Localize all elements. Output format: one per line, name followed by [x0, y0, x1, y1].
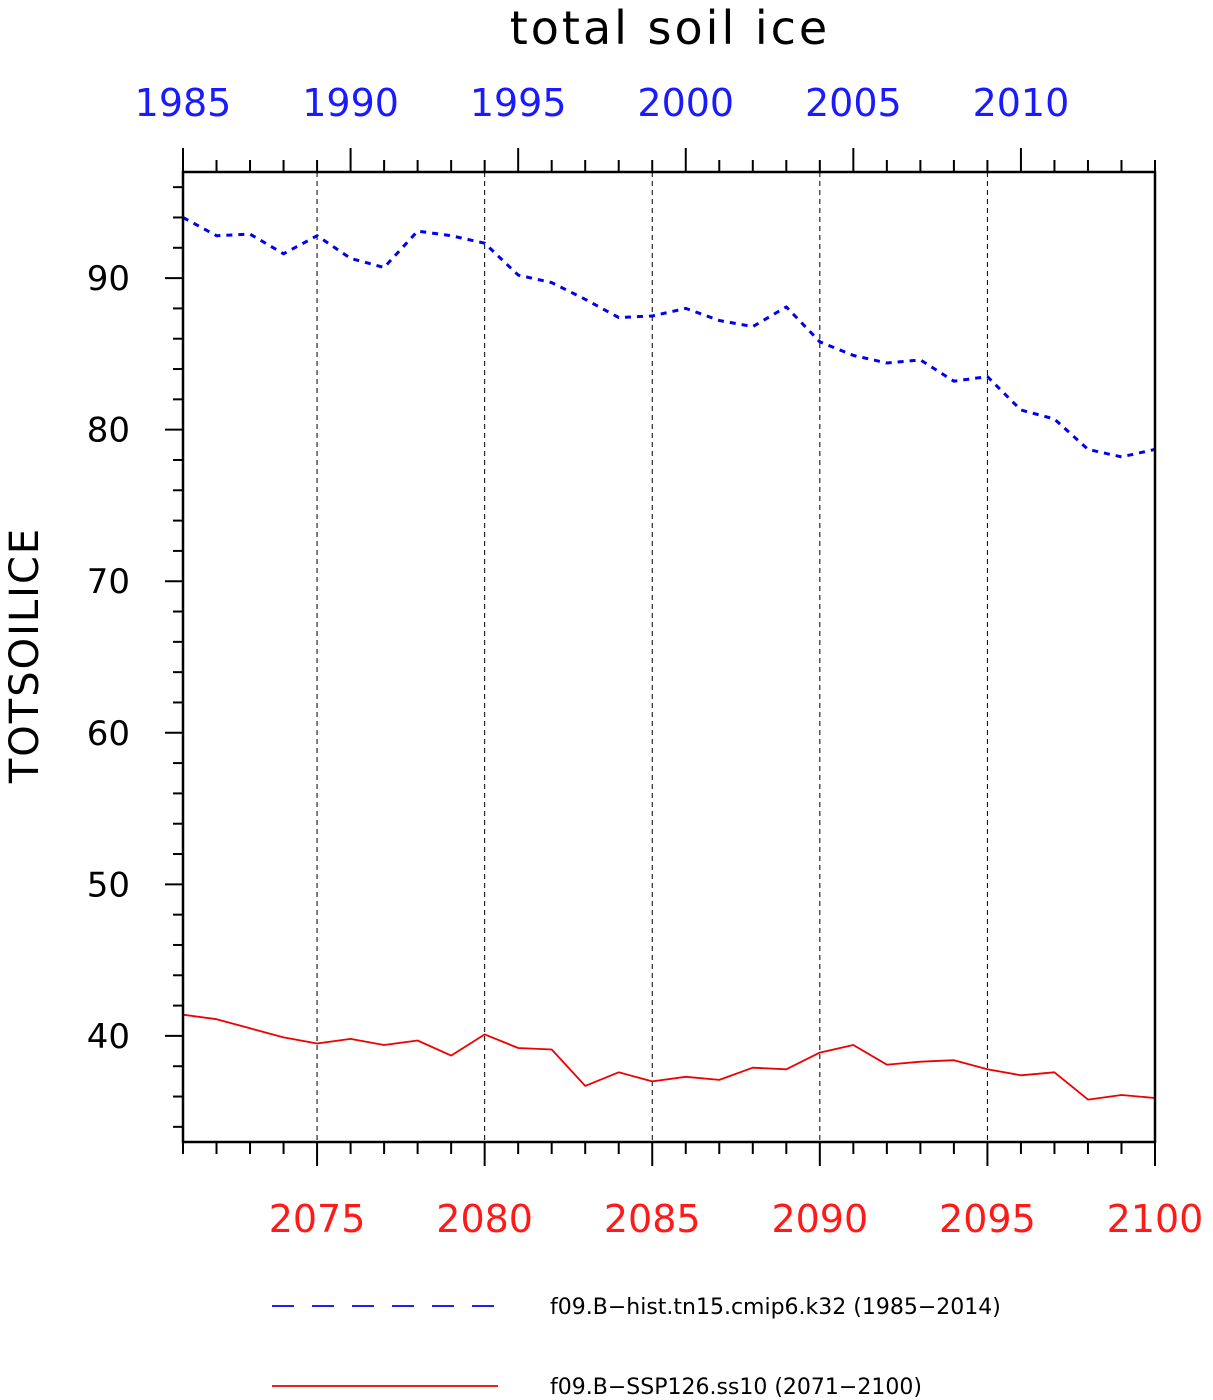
- chart-title: total soil ice: [510, 1, 830, 55]
- hist-series-line: [182, 216, 1156, 459]
- x-bottom-tick-label: 2090: [771, 1197, 868, 1241]
- y-tick-label: 50: [87, 865, 130, 905]
- vertical-gridlines: [316, 172, 988, 1142]
- x-top-tick-label: 1985: [135, 81, 232, 125]
- x-bottom-tick-label: 2080: [436, 1197, 533, 1241]
- ssp126-series-line: [182, 1013, 1156, 1101]
- x-bottom-tick-label: 2095: [939, 1197, 1036, 1241]
- y-tick-label: 70: [87, 562, 130, 602]
- x-top-tick-label: 2005: [805, 81, 902, 125]
- legend-label: f09.B−hist.tn15.cmip6.k32 (1985−2014): [550, 1295, 1001, 1320]
- x-top-tick-label: 1995: [470, 81, 567, 125]
- axis-ticks: [165, 148, 1156, 1166]
- data-series: [182, 216, 1156, 1101]
- x-top-tick-label: 1990: [302, 81, 399, 125]
- y-tick-label: 90: [87, 259, 130, 299]
- x-bottom-tick-label: 2085: [604, 1197, 701, 1241]
- legend-label: f09.B−SSP126.ss10 (2071−2100): [550, 1375, 922, 1400]
- y-axis-label: TOTSOILICE: [2, 527, 48, 784]
- plot-frame: [181, 170, 1157, 1144]
- y-tick-label: 60: [87, 714, 130, 754]
- y-tick-label: 40: [87, 1017, 130, 1057]
- legend: f09.B−hist.tn15.cmip6.k32 (1985−2014) f09…: [272, 1295, 1001, 1400]
- x-bottom-tick-label: 2100: [1107, 1197, 1204, 1241]
- x-top-tick-label: 2010: [973, 81, 1070, 125]
- x-bottom-tick-label: 2075: [269, 1197, 366, 1241]
- tick-labels: 2075 2080 2085 2090 2095 2100 1985 1990 1995 2000…: [87, 81, 1204, 1241]
- x-top-tick-label: 2000: [637, 81, 734, 125]
- y-tick-label: 80: [87, 411, 130, 451]
